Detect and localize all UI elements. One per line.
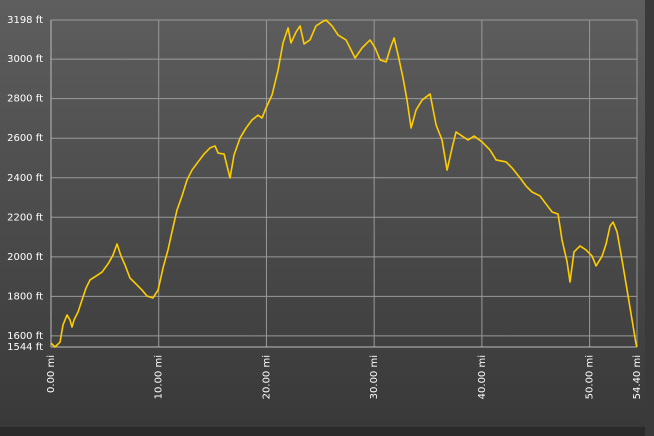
y-tick-label: 3198 ft <box>7 15 43 26</box>
y-tick-label: 2400 ft <box>7 173 43 184</box>
x-tick-label: 50.00 mi <box>585 355 596 399</box>
x-tick-label: 0.00 mi <box>46 355 57 393</box>
y-tick-label: 2600 ft <box>7 133 43 144</box>
x-tick-label: 40.00 mi <box>477 355 488 399</box>
y-tick-label: 1600 ft <box>7 331 43 342</box>
x-tick-label: 54.40 mi <box>632 355 643 399</box>
bottom-strip <box>0 427 654 436</box>
y-tick-label: 2200 ft <box>7 212 43 223</box>
y-tick-label: 1800 ft <box>7 291 43 302</box>
x-tick-label: 30.00 mi <box>369 355 380 399</box>
elevation-line <box>50 19 638 348</box>
right-strip <box>645 0 654 436</box>
x-tick-label: 20.00 mi <box>261 355 272 399</box>
y-tick-label: 1544 ft <box>7 342 43 353</box>
x-tick-label: 10.00 mi <box>154 355 165 399</box>
y-tick-label: 3000 ft <box>7 54 43 65</box>
y-tick-label: 2000 ft <box>7 252 43 263</box>
y-tick-label: 2800 ft <box>7 94 43 105</box>
